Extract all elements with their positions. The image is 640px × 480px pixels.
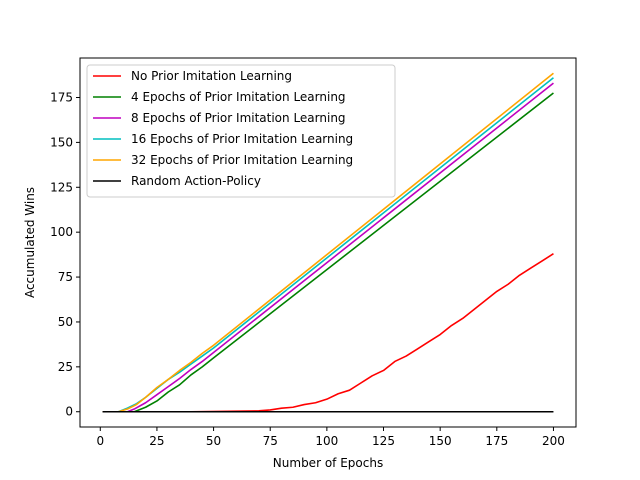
y-axis: 0 25 50 75 100 125 150 175: [50, 91, 80, 419]
y-axis-label: Accumulated Wins: [23, 187, 37, 298]
legend-label: 16 Epochs of Prior Imitation Learning: [131, 132, 353, 146]
y-tick-label: 125: [50, 180, 73, 194]
legend-label: Random Action-Policy: [131, 174, 261, 188]
x-tick-label: 100: [315, 434, 338, 448]
x-tick-label: 175: [485, 434, 508, 448]
x-tick-label: 125: [372, 434, 395, 448]
x-tick-label: 25: [149, 434, 164, 448]
legend-label: 4 Epochs of Prior Imitation Learning: [131, 90, 346, 104]
y-tick-label: 175: [50, 91, 73, 105]
legend-box: [86, 64, 396, 198]
legend-label: No Prior Imitation Learning: [131, 69, 292, 83]
series-line-1: [102, 253, 554, 413]
y-tick-label: 100: [50, 225, 73, 239]
y-tick-label: 150: [50, 135, 73, 149]
x-tick-label: 0: [96, 434, 104, 448]
legend-label: 8 Epochs of Prior Imitation Learning: [131, 111, 346, 125]
y-tick-label: 25: [58, 360, 73, 374]
y-tick-label: 50: [58, 315, 73, 329]
y-tick-label: 0: [65, 405, 73, 419]
legend-label: 32 Epochs of Prior Imitation Learning: [131, 153, 353, 167]
series-line-2: [102, 92, 554, 413]
x-axis-label: Number of Epochs: [273, 456, 383, 470]
x-tick-label: 150: [429, 434, 452, 448]
legend: No Prior Imitation Learning 4 Epochs of P…: [86, 64, 396, 198]
plot-frame: [79, 57, 577, 428]
x-tick-label: 50: [206, 434, 221, 448]
x-tick-label: 200: [542, 434, 565, 448]
series-layer: [102, 72, 554, 413]
series-line-5: [102, 72, 554, 413]
series-line-3: [102, 82, 554, 413]
y-tick-label: 75: [58, 270, 73, 284]
x-tick-label: 75: [263, 434, 278, 448]
x-axis: 0 25 50 75 100 125 150 175 200: [96, 427, 565, 448]
